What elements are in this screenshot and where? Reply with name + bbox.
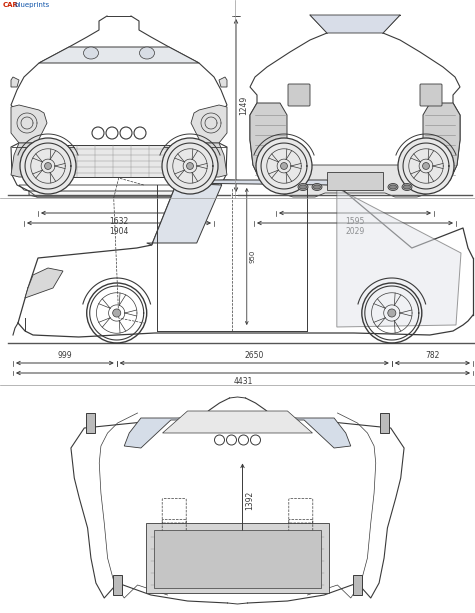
Polygon shape (54, 145, 184, 177)
Text: 782: 782 (425, 351, 439, 359)
Text: CAR: CAR (3, 2, 19, 8)
Bar (353, 575, 362, 595)
Circle shape (45, 162, 51, 169)
Bar (380, 413, 389, 433)
Polygon shape (11, 77, 19, 87)
Text: 1249: 1249 (239, 96, 248, 115)
Text: 1392: 1392 (246, 491, 255, 510)
Text: 999: 999 (57, 351, 72, 359)
Polygon shape (11, 105, 47, 143)
Text: 2029: 2029 (345, 226, 365, 235)
Polygon shape (11, 143, 47, 177)
Text: 1904: 1904 (109, 226, 129, 235)
Text: 1595: 1595 (345, 216, 365, 226)
Polygon shape (191, 143, 227, 177)
Circle shape (256, 138, 312, 194)
Polygon shape (162, 411, 313, 433)
Circle shape (388, 309, 396, 317)
Text: blueprints: blueprints (14, 2, 49, 8)
Text: 2650: 2650 (245, 351, 264, 359)
Polygon shape (191, 105, 227, 143)
Circle shape (20, 138, 76, 194)
FancyBboxPatch shape (288, 84, 310, 106)
Circle shape (187, 162, 193, 169)
Bar (154, 530, 321, 588)
Circle shape (281, 162, 287, 169)
Ellipse shape (314, 185, 321, 189)
Polygon shape (250, 103, 287, 180)
Ellipse shape (140, 47, 154, 59)
Polygon shape (337, 188, 461, 327)
Polygon shape (219, 77, 227, 87)
Ellipse shape (312, 183, 322, 191)
Text: 1632: 1632 (109, 216, 129, 226)
Polygon shape (29, 191, 209, 197)
FancyBboxPatch shape (420, 84, 442, 106)
Polygon shape (280, 165, 430, 197)
Bar (86, 413, 95, 433)
Ellipse shape (402, 183, 412, 191)
Polygon shape (39, 47, 199, 63)
Bar (113, 575, 122, 595)
Circle shape (398, 138, 454, 194)
Polygon shape (423, 103, 460, 180)
Circle shape (162, 138, 218, 194)
Bar (146, 523, 329, 593)
Polygon shape (147, 183, 222, 245)
Ellipse shape (388, 183, 398, 191)
Polygon shape (124, 418, 351, 448)
Polygon shape (177, 180, 337, 188)
Ellipse shape (403, 185, 410, 189)
Bar (327, 172, 383, 190)
Circle shape (423, 162, 429, 169)
Ellipse shape (300, 185, 306, 189)
Text: 950: 950 (250, 250, 256, 263)
Circle shape (113, 309, 121, 317)
Ellipse shape (390, 185, 397, 189)
Polygon shape (25, 268, 63, 298)
Text: 4431: 4431 (233, 376, 253, 386)
Polygon shape (310, 15, 400, 33)
Ellipse shape (298, 183, 308, 191)
Ellipse shape (84, 47, 98, 59)
